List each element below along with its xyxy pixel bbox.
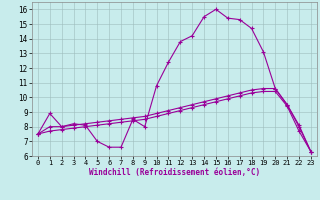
- X-axis label: Windchill (Refroidissement éolien,°C): Windchill (Refroidissement éolien,°C): [89, 168, 260, 177]
